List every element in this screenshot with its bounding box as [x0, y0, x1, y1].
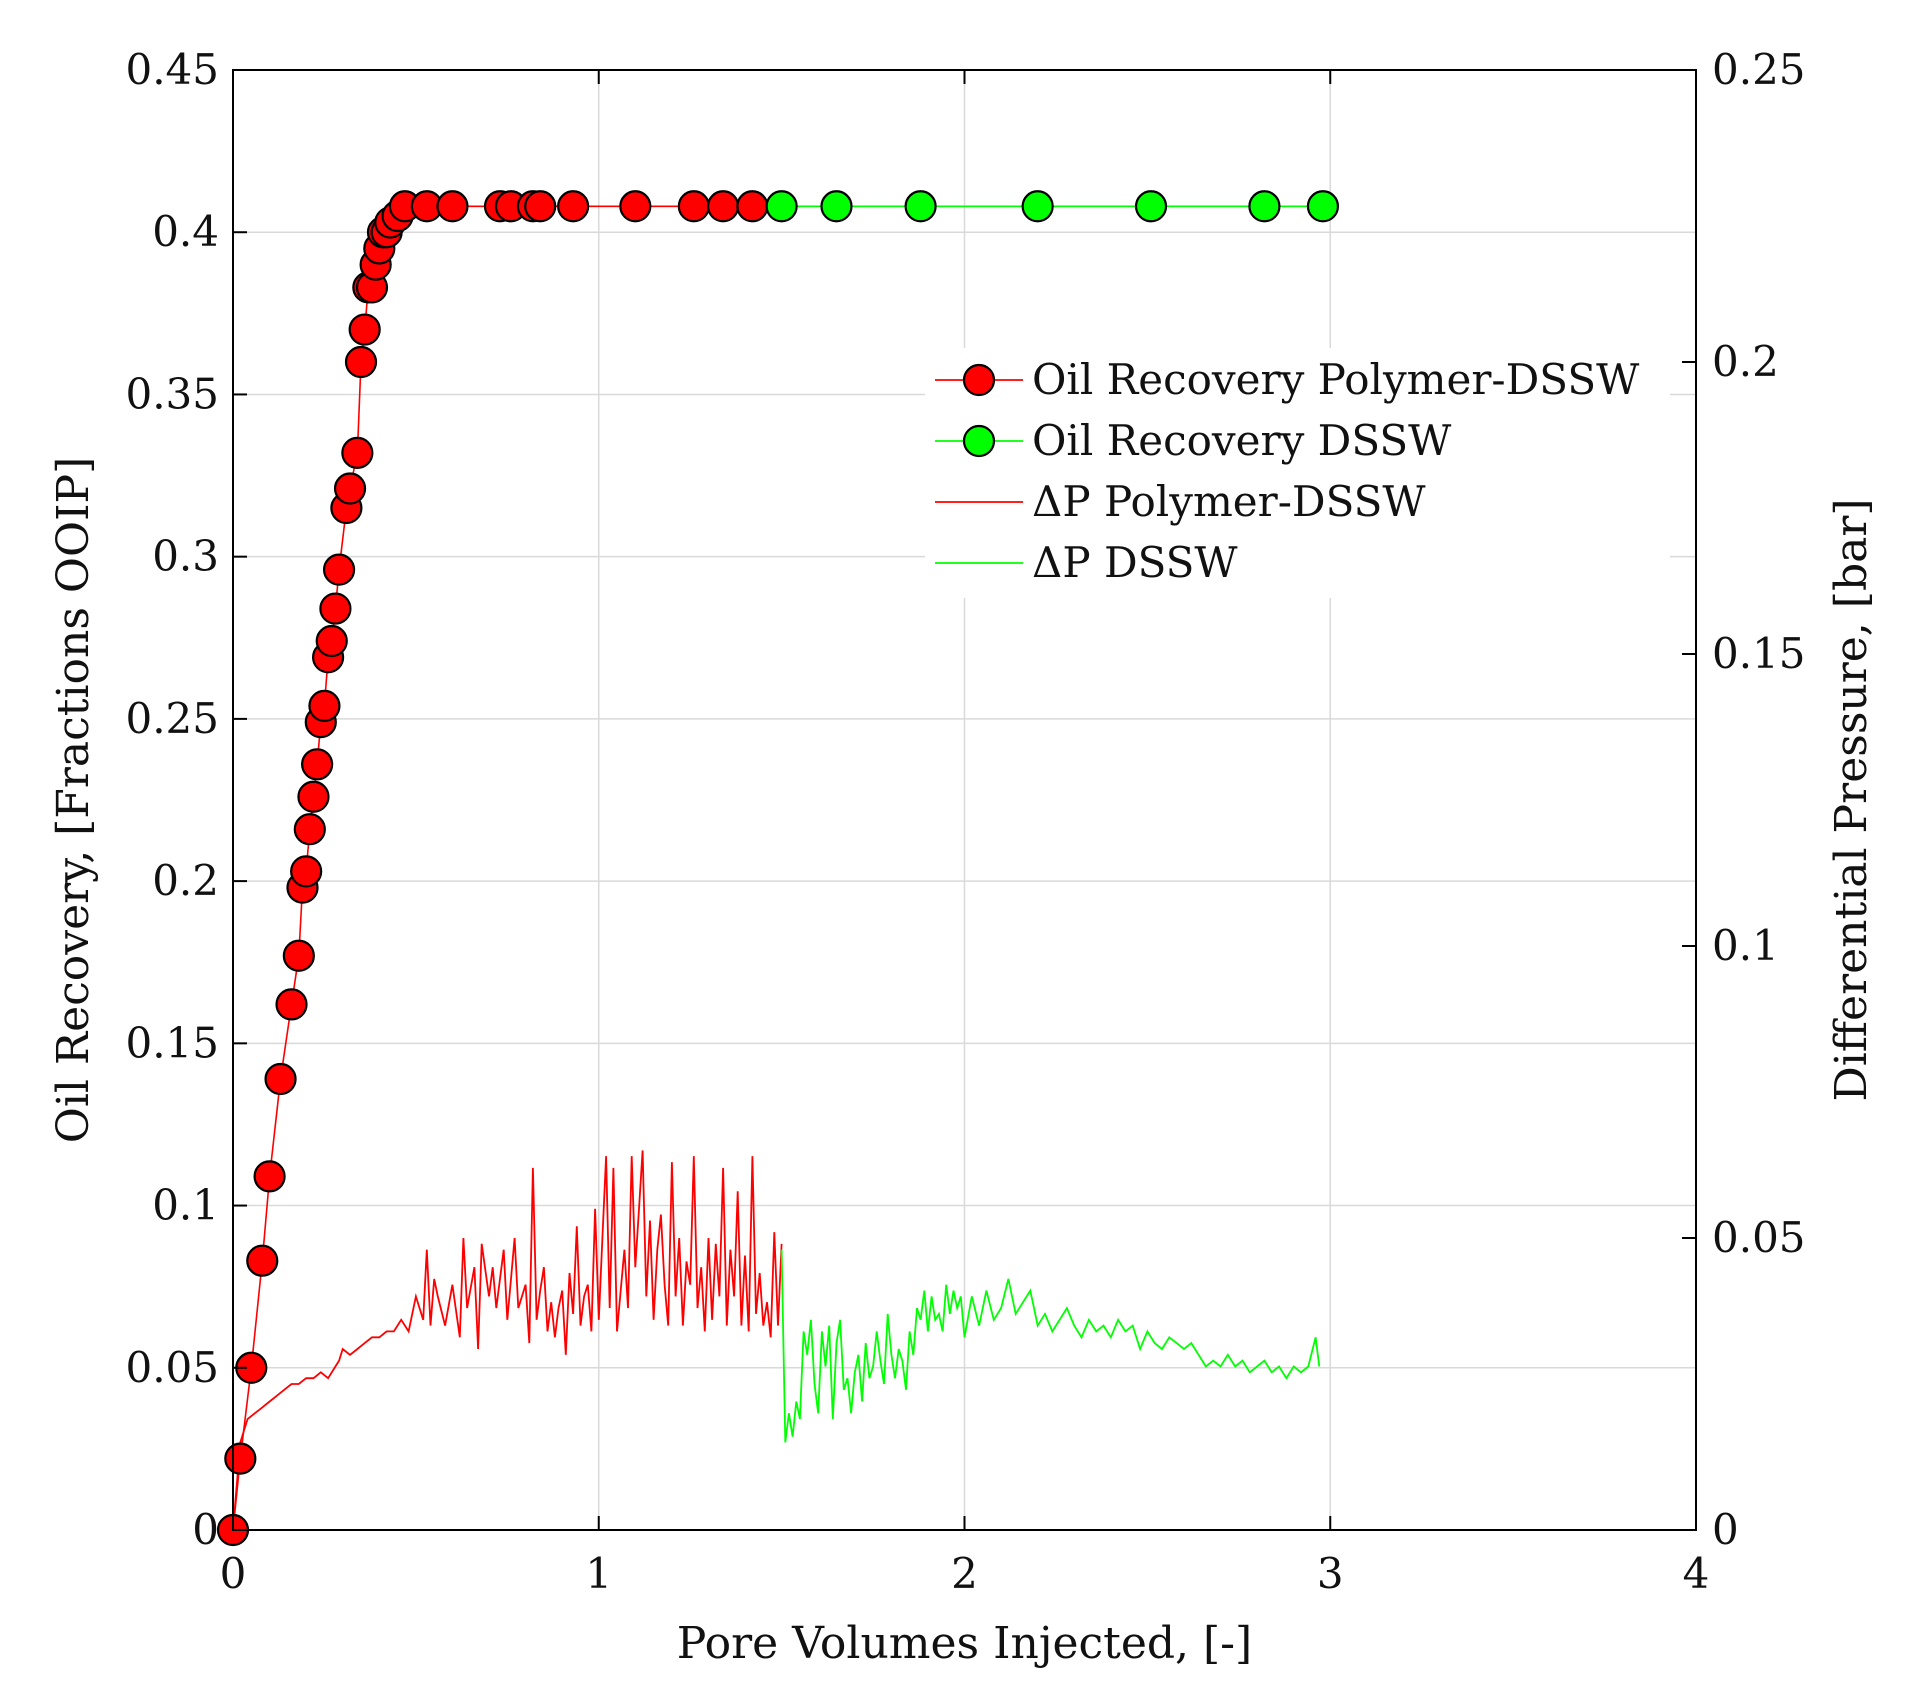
data-point [765, 190, 798, 223]
x-axis-title: Pore Volumes Injected, [-] [677, 1618, 1252, 1669]
data-point [1248, 190, 1281, 223]
series-1 [765, 190, 1340, 223]
series-3 [780, 1249, 1321, 1443]
data-point [315, 624, 348, 658]
legend-label: ΔP Polymer-DSSW [1032, 477, 1426, 526]
legend-items: Oil Recovery Polymer-DSSW Oil Recovery DS… [935, 355, 1640, 587]
data-point [820, 190, 853, 223]
legend-marker-swatch [962, 424, 996, 458]
legend-item: ΔP Polymer-DSSW [935, 477, 1426, 526]
y-right-tick-label: 0.15 [1712, 629, 1806, 678]
y-right-tick-label: 0.2 [1712, 337, 1779, 386]
legend-label: Oil Recovery DSSW [1032, 416, 1452, 465]
y-left-tick-label: 0.45 [125, 45, 219, 94]
plot-series [216, 190, 1340, 1547]
data-point [290, 855, 323, 888]
legend-label: Oil Recovery Polymer-DSSW [1032, 355, 1640, 404]
y-left-tick-label: 0.35 [125, 369, 219, 418]
series-line [780, 1249, 1321, 1443]
legend-item: ΔP DSSW [935, 538, 1238, 587]
x-tick-label: 2 [951, 1549, 978, 1598]
y-right-tick-label: 0.05 [1712, 1213, 1806, 1262]
legend-item: Oil Recovery Polymer-DSSW [935, 355, 1640, 404]
legend-background [925, 348, 1670, 598]
legend-item: Oil Recovery DSSW [935, 416, 1452, 465]
legend: Oil Recovery Polymer-DSSW Oil Recovery DS… [925, 348, 1670, 598]
data-point [319, 592, 352, 625]
series-line [232, 1150, 783, 1531]
y-axis-right-title: Differential Pressure, [bar] [1826, 498, 1877, 1101]
data-point [322, 553, 356, 586]
data-point [264, 1062, 297, 1096]
data-point [707, 190, 740, 223]
data-point [557, 190, 590, 223]
data-point [308, 689, 341, 723]
data-point [282, 939, 315, 972]
legend-label: ΔP DSSW [1032, 538, 1238, 587]
y-axis-left-title: Oil Recovery, [Fractions OOIP] [48, 457, 99, 1143]
data-point [1134, 190, 1168, 223]
tick-labels: 0 1 2 3 400.050.10.150.20.250.30.350.40.4500… [125, 45, 1805, 1598]
data-point [1021, 190, 1054, 223]
x-tick-label: 1 [585, 1549, 612, 1598]
data-point [736, 190, 769, 223]
y-right-tick-label: 0 [1712, 1505, 1739, 1554]
data-point [619, 190, 652, 223]
y-right-tick-label: 0.1 [1712, 921, 1779, 970]
y-left-tick-label: 0.15 [125, 1018, 219, 1067]
data-point [1306, 190, 1340, 223]
x-tick-label: 4 [1683, 1549, 1710, 1598]
x-tick-label: 0 [220, 1549, 247, 1598]
data-point [677, 190, 710, 223]
data-point [333, 472, 367, 505]
axis-ticks [232, 69, 1697, 1531]
data-point [293, 813, 326, 846]
x-tick-label: 3 [1317, 1549, 1344, 1598]
y-left-tick-label: 0.1 [152, 1181, 219, 1230]
data-point [224, 1442, 257, 1475]
data-point [344, 345, 378, 379]
y-left-tick-label: 0.3 [152, 532, 219, 581]
data-point [524, 190, 557, 223]
data-point [348, 313, 381, 346]
data-point [275, 988, 308, 1021]
series-0 [216, 190, 769, 1547]
data-point [297, 780, 330, 813]
data-point [246, 1244, 279, 1277]
series-2 [232, 1150, 783, 1531]
y-left-tick-label: 0.2 [152, 856, 219, 905]
y-left-tick-label: 0.25 [125, 694, 219, 743]
y-right-tick-label: 0.25 [1712, 45, 1806, 94]
y-left-tick-label: 0 [192, 1505, 219, 1554]
y-left-tick-label: 0.4 [152, 207, 219, 256]
data-point [301, 748, 334, 781]
data-point [436, 190, 469, 223]
data-point [253, 1160, 286, 1193]
data-point [904, 190, 937, 223]
y-left-tick-label: 0.05 [125, 1343, 219, 1392]
data-point [341, 436, 374, 469]
legend-marker-swatch [962, 363, 996, 397]
